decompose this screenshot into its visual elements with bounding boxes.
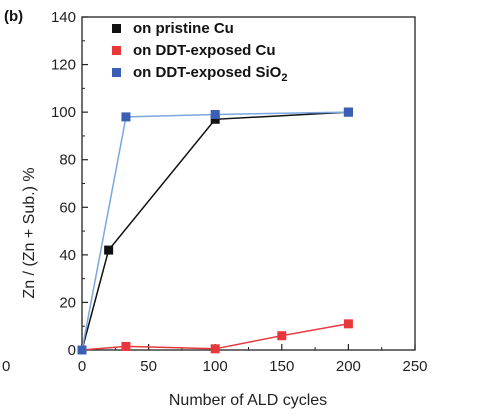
series-2 [77,319,353,355]
legend-marker [112,68,121,77]
data-point [343,107,353,117]
ticks: 0 50 100 150 200 250 0 20 40 60 80 100 120 140 [51,9,428,375]
y-tick-label: 40 [59,247,76,264]
legend-label: on DDT-exposed SiO2 [133,64,287,84]
data-point [210,110,220,120]
legend-label: on pristine Cu [133,20,234,37]
x-tick-label: 50 [140,358,157,375]
x-tick-label: 0 [78,358,86,375]
series-3 [77,107,353,355]
legend-marker [112,24,121,33]
y-tick-label: 20 [59,294,76,311]
x-tick-label: 250 [402,358,427,375]
data-point [343,319,353,329]
legend-marker [112,46,121,55]
x-tick-label: 200 [336,358,361,375]
legend: on pristine Cu on DDT-exposed Cu on DDT-ex… [112,20,287,84]
y-axis-title-unit: % [21,167,38,181]
x-axis-title: Number of ALD cycles [169,392,327,409]
y-tick-label: 80 [59,152,76,169]
data-point [121,341,131,351]
series-line [81,111,349,351]
legend-item-3: on DDT-exposed SiO2 [112,64,287,84]
y-tick-label: 0 [68,342,76,359]
series-1 [77,107,353,355]
panel-label: (b) [4,8,23,25]
series-line [81,111,349,351]
x-tick-label: 150 [269,358,294,375]
x-tick-label: 100 [203,358,228,375]
data-point [210,114,220,124]
data-point [277,331,287,341]
legend-item-2: on DDT-exposed Cu [112,42,276,59]
data-point [210,344,220,354]
y-tick-label: 100 [51,104,76,121]
y-axis-title: Zn / (Zn + Sub.) % [21,167,38,298]
data-point [121,112,131,122]
y-axis-title-main: Zn / (Zn + Sub.) [21,182,38,299]
y-tick-label: 140 [51,9,76,26]
legend-label: on DDT-exposed Cu [133,42,276,59]
stray-left-tick-label: 0 [2,358,10,375]
y-tick-label: 120 [51,57,76,74]
data-point [104,245,114,255]
series-layer [77,107,353,355]
y-tick-label: 60 [59,199,76,216]
legend-item-1: on pristine Cu [112,20,234,37]
data-point [77,345,87,355]
